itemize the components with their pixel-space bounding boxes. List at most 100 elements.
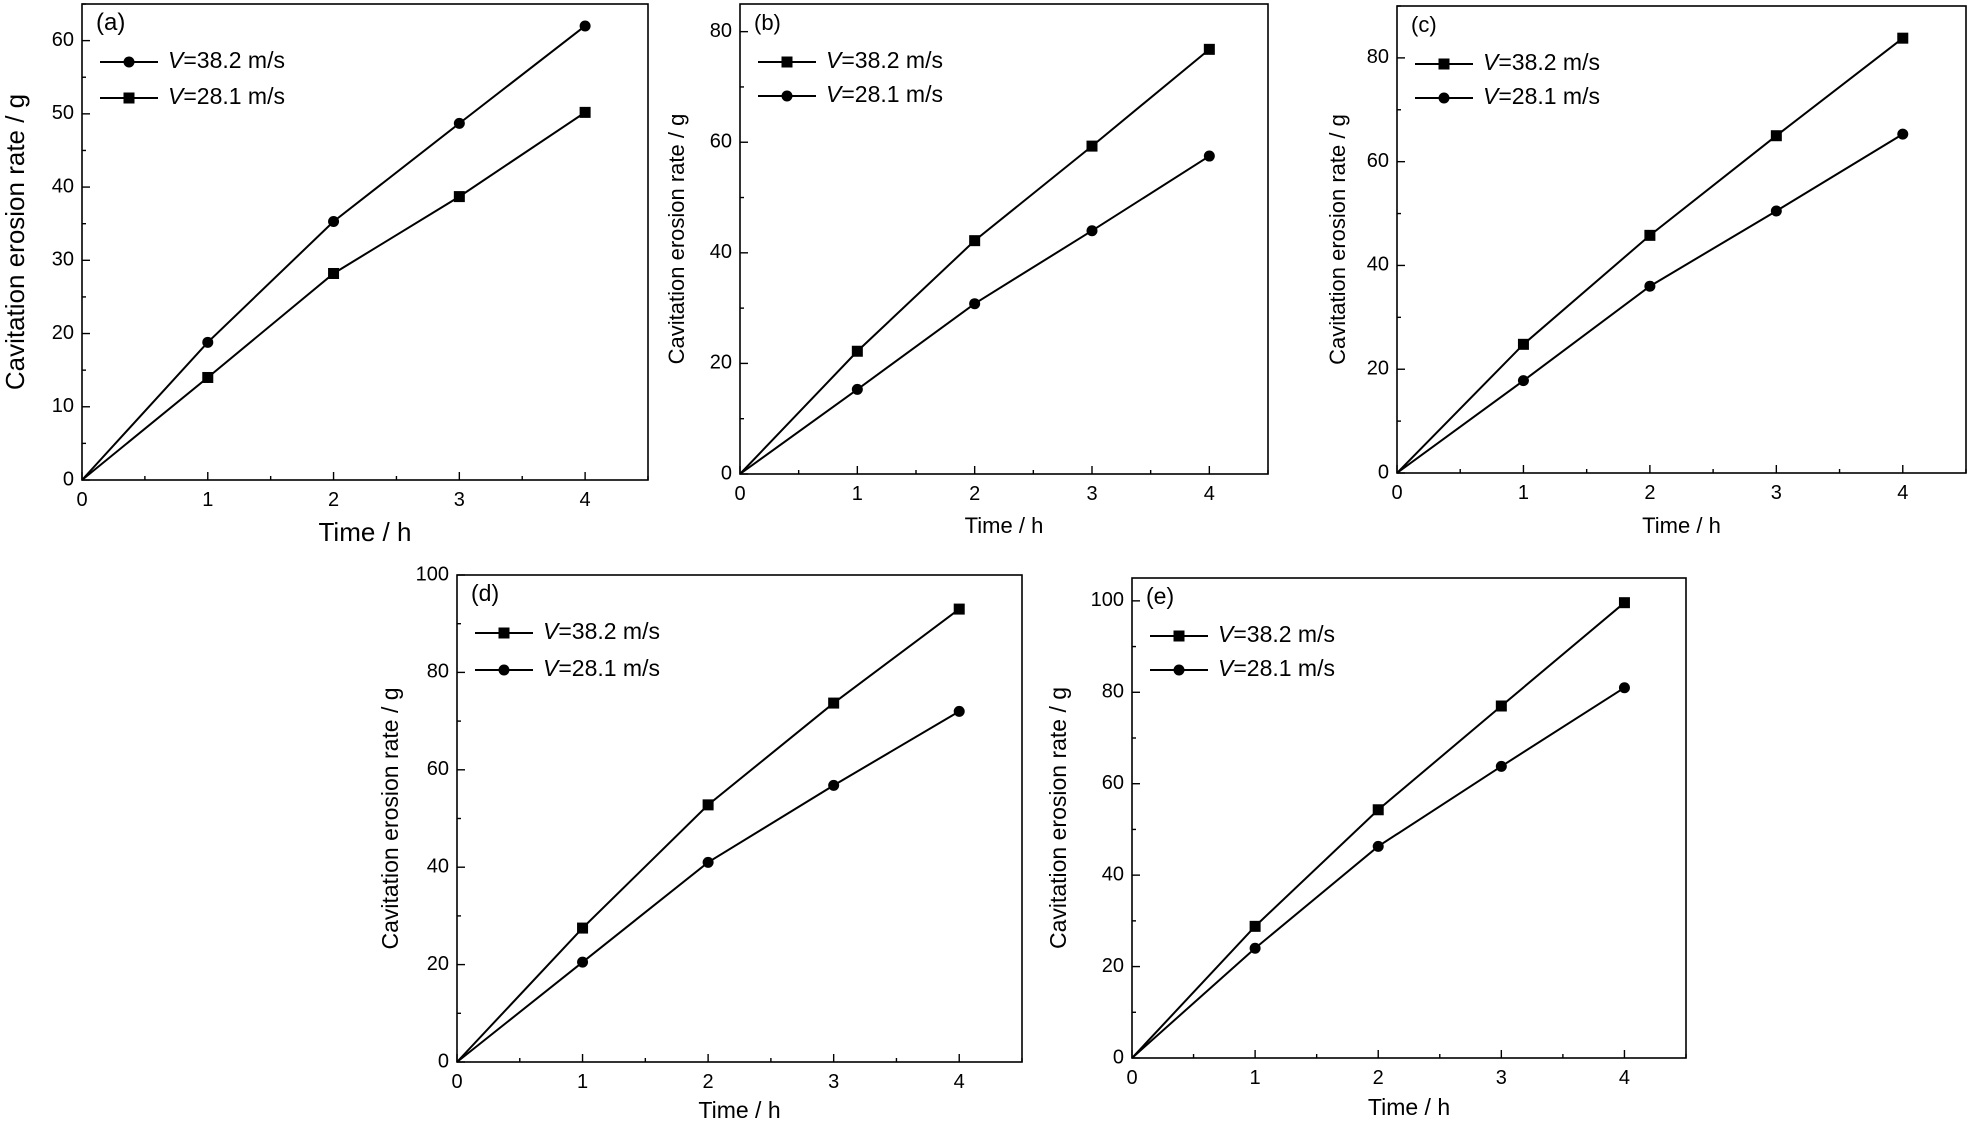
y-tick-label: 20	[710, 352, 732, 374]
data-point	[969, 298, 981, 310]
y-tick-label: 60	[710, 131, 732, 153]
x-tick-label: 0	[451, 1071, 462, 1093]
x-tick-label: 1	[1518, 482, 1529, 504]
x-tick-label: 0	[734, 483, 745, 505]
y-tick-label: 80	[427, 661, 449, 683]
y-tick-label: 10	[52, 395, 74, 417]
y-tick-label: 40	[1367, 254, 1389, 276]
data-point	[1495, 760, 1507, 772]
data-point	[1897, 32, 1909, 44]
data-point	[1203, 43, 1215, 55]
data-point	[702, 799, 714, 811]
data-point	[1203, 150, 1215, 162]
x-tick-label: 1	[852, 483, 863, 505]
series-line	[456, 710, 960, 1063]
data-point	[1517, 375, 1529, 387]
x-axis-label: Time / h	[698, 1097, 780, 1123]
y-tick-label: 0	[721, 462, 732, 484]
y-tick-label: 60	[52, 29, 74, 51]
data-point	[1644, 280, 1656, 292]
data-point	[1517, 338, 1529, 350]
legend-label-value: =38.2 m/s	[1233, 621, 1335, 647]
data-point	[702, 856, 714, 868]
y-tick-label: 0	[1113, 1046, 1124, 1068]
y-tick-label: 30	[52, 249, 74, 271]
legend-label-variable: V	[1483, 83, 1501, 109]
legend-label-value: =38.2 m/s	[841, 47, 943, 73]
legend-label-value: =38.2 m/s	[1498, 49, 1600, 75]
x-tick-label: 3	[1086, 483, 1097, 505]
legend-label-value: =28.1 m/s	[841, 81, 943, 107]
plot-frame	[739, 3, 1269, 475]
series-line	[1131, 686, 1625, 1059]
y-tick-label: 50	[52, 102, 74, 124]
legend-label-value: =38.2 m/s	[558, 618, 660, 644]
panel-label: (c)	[1411, 12, 1437, 37]
data-point	[1618, 682, 1630, 694]
x-tick-label: 4	[580, 489, 591, 511]
panel-label: (b)	[754, 10, 781, 35]
legend-marker	[781, 90, 793, 102]
series-line	[739, 48, 1210, 475]
data-point	[1086, 225, 1098, 237]
panel-label: (e)	[1146, 583, 1174, 609]
series-line	[1396, 37, 1904, 474]
legend-marker	[123, 56, 135, 68]
legend-label-variable: V	[1218, 655, 1236, 681]
y-tick-label: 60	[1367, 150, 1389, 172]
x-tick-label: 3	[1496, 1067, 1507, 1089]
data-point	[202, 336, 214, 348]
y-tick-label: 0	[1378, 461, 1389, 483]
legend-label: V=38.2 m/s	[826, 47, 943, 73]
data-point	[851, 345, 863, 357]
data-point	[328, 215, 340, 227]
legend-label-variable: V	[543, 655, 561, 681]
panel-label: (d)	[471, 580, 499, 606]
data-point	[953, 603, 965, 615]
legend-label: V=38.2 m/s	[1483, 49, 1600, 75]
legend-label-variable: V	[543, 618, 561, 644]
x-tick-label: 4	[1204, 483, 1215, 505]
data-point	[969, 235, 981, 247]
data-point	[202, 371, 214, 383]
y-tick-label: 20	[1102, 955, 1124, 977]
legend-marker	[1438, 58, 1450, 70]
plot-frame	[81, 3, 649, 481]
x-tick-label: 2	[1644, 482, 1655, 504]
legend-marker	[781, 56, 793, 68]
data-point	[453, 117, 465, 129]
x-tick-label: 2	[328, 489, 339, 511]
legend-label: V=38.2 m/s	[543, 618, 660, 644]
data-point	[828, 697, 840, 709]
plot-frame	[456, 574, 1023, 1063]
plot-frame	[1131, 577, 1687, 1059]
x-tick-label: 4	[1897, 482, 1908, 504]
legend-label: V=38.2 m/s	[1218, 621, 1335, 647]
data-point	[1770, 205, 1782, 217]
legend-label-variable: V	[1218, 621, 1236, 647]
y-tick-label: 80	[710, 20, 732, 42]
y-tick-label: 40	[427, 855, 449, 877]
y-axis-label: Cavitation erosion rate / g	[0, 94, 30, 390]
data-point	[1644, 229, 1656, 241]
legend-label-variable: V	[168, 83, 186, 109]
legend-label: V=28.1 m/s	[1483, 83, 1600, 109]
legend-marker	[498, 627, 510, 639]
x-axis-label: Time / h	[1368, 1094, 1450, 1120]
legend-label-variable: V	[826, 47, 844, 73]
y-tick-label: 40	[1102, 863, 1124, 885]
x-tick-label: 1	[1250, 1067, 1261, 1089]
series-line	[739, 155, 1210, 475]
y-tick-label: 40	[52, 175, 74, 197]
data-point	[828, 779, 840, 791]
y-tick-label: 100	[416, 563, 449, 585]
data-point	[1770, 130, 1782, 142]
y-axis-label: Cavitation erosion rate / g	[377, 687, 403, 949]
legend-marker	[498, 664, 510, 676]
data-point	[579, 106, 591, 118]
series-line	[81, 111, 586, 481]
x-tick-label: 4	[954, 1071, 965, 1093]
